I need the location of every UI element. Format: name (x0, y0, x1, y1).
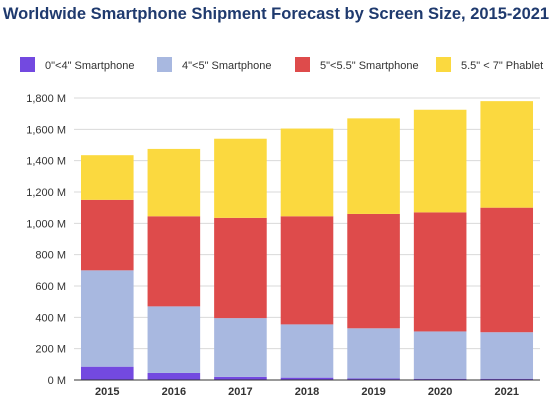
bar-segment-2020-series-1 (413, 331, 467, 379)
bar-segment-2021-series-0 (480, 378, 534, 380)
y-tick-label: 1,800 M (26, 93, 66, 105)
bar-segment-2017-series-3 (214, 138, 267, 218)
y-tick-label: 0 M (48, 375, 66, 387)
legend-swatch (157, 57, 172, 72)
legend-label: 5"<5.5" Smartphone (320, 60, 419, 72)
bar-segment-2015-series-1 (80, 270, 134, 367)
bars (80, 101, 534, 380)
bar-segment-2018-series-2 (280, 216, 334, 325)
x-tick-label: 2021 (494, 386, 518, 398)
x-tick-label: 2015 (95, 386, 119, 398)
bar-segment-2017-series-0 (214, 376, 267, 380)
bar-segment-2015-series-3 (80, 155, 134, 200)
bar-segment-2020-series-3 (413, 109, 467, 213)
x-tick-label: 2018 (295, 386, 319, 398)
bar-segment-2016-series-1 (147, 306, 201, 373)
bar-segment-2020-series-2 (413, 212, 467, 332)
bar-segment-2017-series-2 (214, 217, 267, 319)
legend-label: 5.5" < 7" Phablet (461, 60, 543, 72)
bar-segment-2016-series-3 (147, 148, 201, 217)
bar-segment-2021-series-3 (480, 101, 534, 208)
bar-segment-2020-series-0 (413, 378, 467, 380)
legend: 0"<4" Smartphone 4"<5" Smartphone 5"<5.5" … (20, 57, 543, 72)
y-tick-label: 400 M (35, 312, 66, 324)
x-tick-label: 2020 (428, 386, 452, 398)
bar-segment-2021-series-1 (480, 332, 534, 379)
y-tick-label: 600 M (35, 281, 66, 293)
y-tick-label: 1,600 M (26, 124, 66, 136)
legend-swatch (295, 57, 310, 72)
legend-swatch (436, 57, 451, 72)
bar-segment-2018-series-3 (280, 128, 334, 217)
bar-segment-2019-series-0 (347, 378, 400, 380)
x-tick-label: 2016 (162, 386, 186, 398)
legend-label: 4"<5" Smartphone (182, 60, 271, 72)
chart-title: Worldwide Smartphone Shipment Forecast b… (2, 5, 550, 23)
bar-segment-2016-series-2 (147, 216, 201, 307)
bar-segment-2019-series-3 (347, 118, 400, 214)
bar-segment-2015-series-0 (80, 366, 134, 380)
y-tick-label: 1,400 M (26, 156, 66, 168)
bar-segment-2018-series-0 (280, 377, 334, 380)
axes: 0 M 200 M 400 M 600 M 800 M 1,000 M 1,200 M 1,4… (26, 93, 540, 398)
x-tick-label: 2019 (361, 386, 385, 398)
legend-label: 0"<4" Smartphone (45, 60, 134, 72)
bar-segment-2019-series-1 (347, 328, 400, 379)
bar-segment-2018-series-1 (280, 324, 334, 378)
y-tick-label: 1,200 M (26, 187, 66, 199)
bar-segment-2016-series-0 (147, 372, 201, 380)
y-tick-label: 200 M (35, 344, 66, 356)
y-tick-label: 1,000 M (26, 218, 66, 230)
x-tick-label: 2017 (228, 386, 252, 398)
bar-segment-2015-series-2 (80, 199, 134, 271)
bar-segment-2021-series-2 (480, 207, 534, 333)
bar-segment-2017-series-1 (214, 318, 267, 377)
legend-swatch (20, 57, 35, 72)
bar-segment-2019-series-2 (347, 213, 400, 329)
y-tick-label: 800 M (35, 250, 66, 262)
